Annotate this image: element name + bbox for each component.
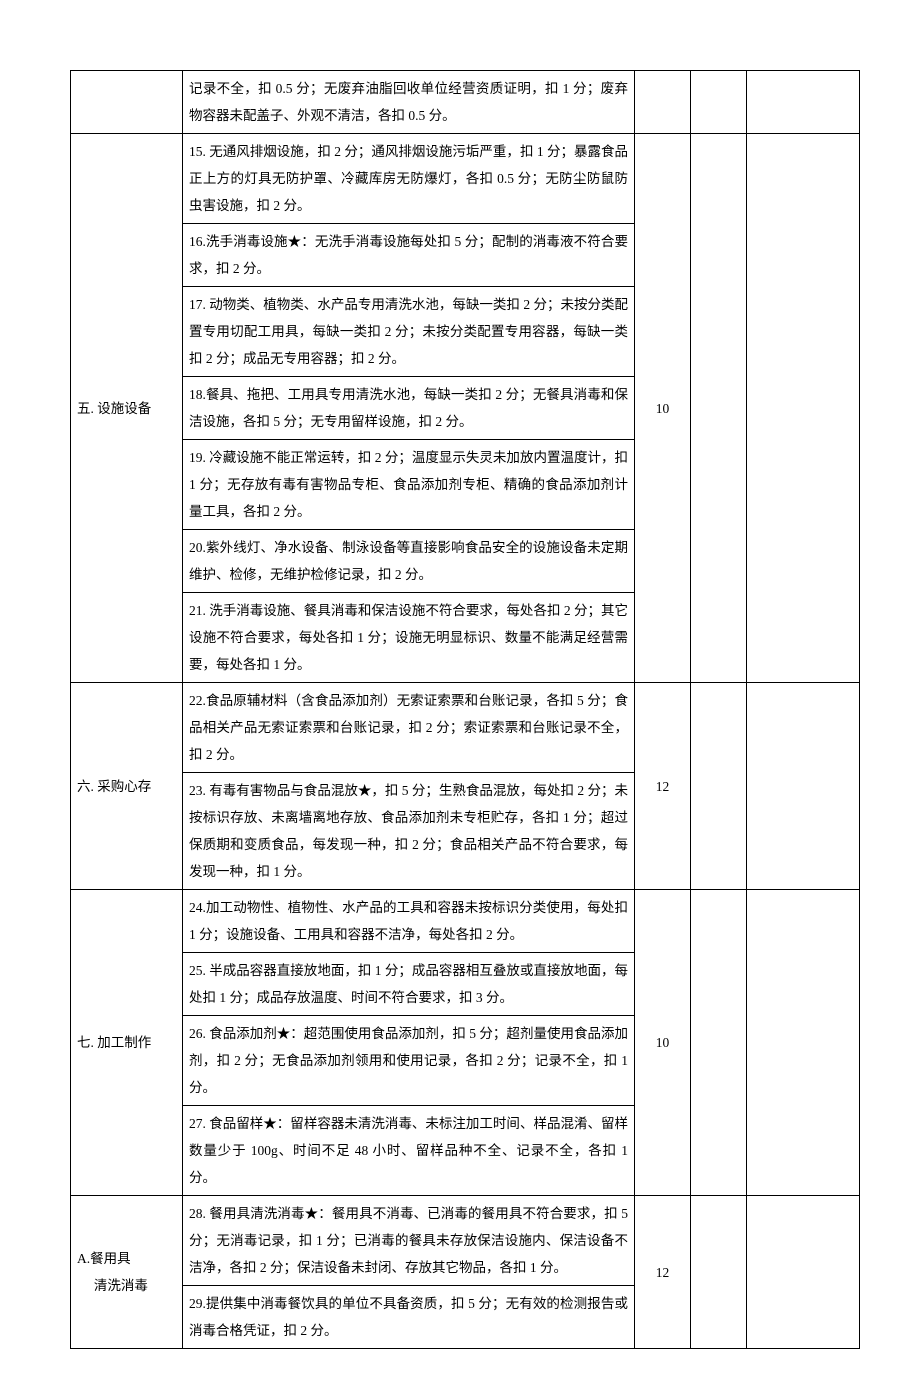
category-cell: A.餐用具 清洗消毒 <box>71 1196 183 1349</box>
table-row: 记录不全，扣 0.5 分；无废弃油脂回收单位经营资质证明，扣 1 分；废弃物容器… <box>71 71 860 134</box>
description-cell: 25. 半成品容器直接放地面，扣 1 分；成品容器相互叠放或直接放地面，每处扣 … <box>183 953 635 1016</box>
table-row: 五. 设施设备15. 无通风排烟设施，扣 2 分；通风排烟设施污垢严重，扣 1 … <box>71 134 860 224</box>
description-cell: 27. 食品留样★：留样容器未清洗消毒、未标注加工时间、样品混淆、留样数量少于 … <box>183 1106 635 1196</box>
blank-cell-1 <box>691 134 747 683</box>
inspection-table: 记录不全，扣 0.5 分；无废弃油脂回收单位经营资质证明，扣 1 分；废弃物容器… <box>70 70 860 1349</box>
blank-cell-1 <box>691 683 747 890</box>
blank-cell-2 <box>747 71 860 134</box>
description-cell: 18.餐具、拖把、工用具专用清洗水池，每缺一类扣 2 分；无餐具消毒和保洁设施，… <box>183 377 635 440</box>
category-cell <box>71 71 183 134</box>
score-cell: 10 <box>635 134 691 683</box>
description-cell: 15. 无通风排烟设施，扣 2 分；通风排烟设施污垢严重，扣 1 分；暴露食品正… <box>183 134 635 224</box>
description-cell: 22.食品原辅材料（含食品添加剂）无索证索票和台账记录，各扣 5 分；食品相关产… <box>183 683 635 773</box>
blank-cell-1 <box>691 1196 747 1349</box>
table-row: A.餐用具 清洗消毒28. 餐用具清洗消毒★：餐用具不消毒、已消毒的餐用具不符合… <box>71 1196 860 1286</box>
description-cell: 28. 餐用具清洗消毒★：餐用具不消毒、已消毒的餐用具不符合要求，扣 5 分；无… <box>183 1196 635 1286</box>
description-cell: 24.加工动物性、植物性、水产品的工具和容器未按标识分类使用，每处扣 1 分；设… <box>183 890 635 953</box>
description-cell: 19. 冷藏设施不能正常运转，扣 2 分；温度显示失灵未加放内置温度计，扣 1 … <box>183 440 635 530</box>
blank-cell-1 <box>691 71 747 134</box>
description-cell: 20.紫外线灯、净水设备、制泳设备等直接影响食品安全的设施设备未定期维护、检修，… <box>183 530 635 593</box>
blank-cell-2 <box>747 134 860 683</box>
score-cell: 12 <box>635 1196 691 1349</box>
category-cell: 六. 采购心存 <box>71 683 183 890</box>
description-cell: 29.提供集中消毒餐饮具的单位不具备资质，扣 5 分；无有效的检测报告或消毒合格… <box>183 1286 635 1349</box>
description-cell: 26. 食品添加剂★：超范围使用食品添加剂，扣 5 分；超剂量使用食品添加剂，扣… <box>183 1016 635 1106</box>
blank-cell-2 <box>747 1196 860 1349</box>
description-cell: 记录不全，扣 0.5 分；无废弃油脂回收单位经营资质证明，扣 1 分；废弃物容器… <box>183 71 635 134</box>
category-cell: 五. 设施设备 <box>71 134 183 683</box>
table-row: 六. 采购心存22.食品原辅材料（含食品添加剂）无索证索票和台账记录，各扣 5 … <box>71 683 860 773</box>
table-row: 七. 加工制作24.加工动物性、植物性、水产品的工具和容器未按标识分类使用，每处… <box>71 890 860 953</box>
description-cell: 17. 动物类、植物类、水产品专用清洗水池，每缺一类扣 2 分；未按分类配置专用… <box>183 287 635 377</box>
score-cell: 10 <box>635 890 691 1196</box>
score-cell: 12 <box>635 683 691 890</box>
score-cell <box>635 71 691 134</box>
blank-cell-2 <box>747 683 860 890</box>
category-cell: 七. 加工制作 <box>71 890 183 1196</box>
blank-cell-2 <box>747 890 860 1196</box>
blank-cell-1 <box>691 890 747 1196</box>
description-cell: 16.洗手消毒设施★：无洗手消毒设施每处扣 5 分；配制的消毒液不符合要求，扣 … <box>183 224 635 287</box>
description-cell: 21. 洗手消毒设施、餐具消毒和保洁设施不符合要求，每处各扣 2 分；其它设施不… <box>183 593 635 683</box>
description-cell: 23. 有毒有害物品与食品混放★，扣 5 分；生熟食品混放，每处扣 2 分；未按… <box>183 773 635 890</box>
